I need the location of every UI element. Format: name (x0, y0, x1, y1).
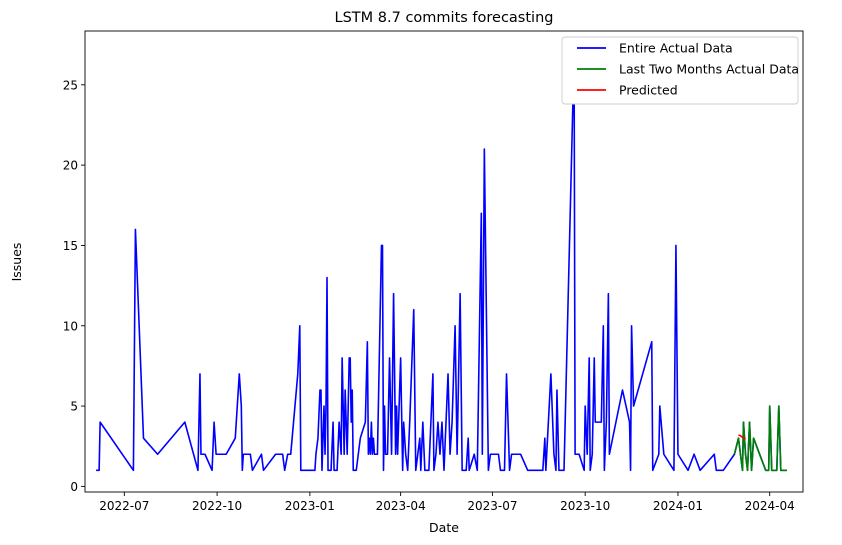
x-tick-label: 2023-07 (467, 499, 517, 513)
legend-label: Entire Actual Data (619, 41, 733, 56)
x-tick-label: 2024-01 (653, 499, 703, 513)
y-tick-label: 25 (63, 78, 78, 92)
plot-frame (84, 30, 804, 493)
legend: Entire Actual Data Last Two Months Actual… (561, 36, 799, 105)
x-tick-label: 2022-10 (192, 499, 242, 513)
x-tick-label: 2023-10 (560, 499, 610, 513)
y-axis-label: Issues (9, 243, 24, 282)
legend-label: Last Two Months Actual Data (619, 62, 799, 77)
x-tick-label: 2024-04 (745, 499, 795, 513)
chart-title: LSTM 8.7 commits forecasting (335, 10, 554, 26)
legend-label: Predicted (619, 83, 678, 98)
x-tick-label: 2023-01 (285, 499, 335, 513)
y-tick-label: 15 (63, 239, 78, 253)
y-axis-ticks: 0 5 10 15 20 25 (63, 78, 85, 494)
y-tick-label: 0 (70, 480, 78, 494)
x-axis-label: Date (429, 520, 459, 535)
x-axis-ticks: 2022-07 2022-10 2023-01 2023-04 2023-07 2023-… (99, 492, 795, 513)
y-tick-label: 10 (63, 319, 78, 333)
legend-box (561, 36, 799, 105)
series-layer (96, 51, 787, 472)
series-line-2 (738, 434, 746, 440)
y-tick-label: 20 (63, 159, 78, 173)
y-tick-label: 5 (70, 400, 78, 414)
series-line-0 (96, 51, 787, 472)
x-tick-label: 2022-07 (99, 499, 149, 513)
x-tick-label: 2023-04 (376, 499, 426, 513)
